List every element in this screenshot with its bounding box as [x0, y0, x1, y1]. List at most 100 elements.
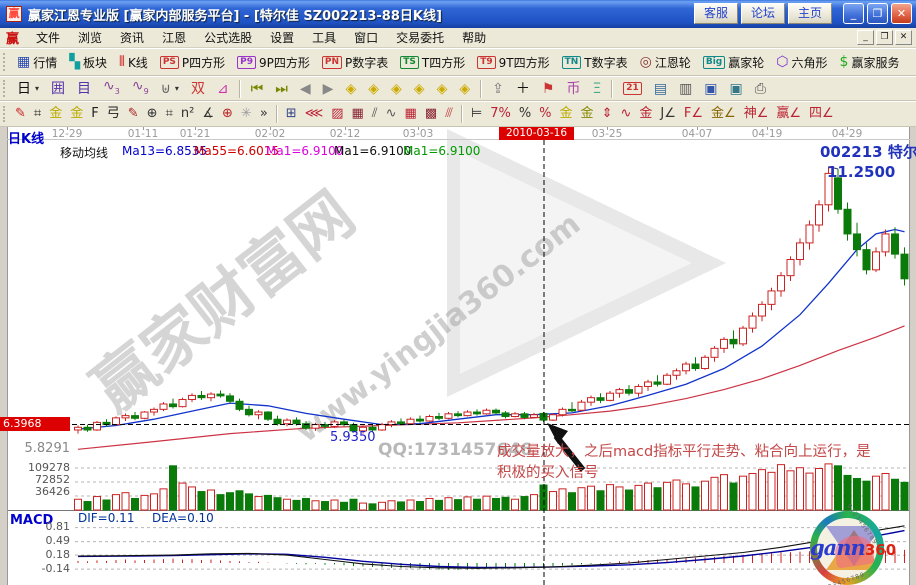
plain-ruler-button[interactable]: ⌗: [163, 104, 176, 124]
toolbar-grip[interactable]: [3, 80, 6, 97]
pan-hand-button[interactable]: ⇪: [487, 79, 509, 99]
last-bar-button[interactable]: ⏭: [270, 79, 293, 99]
dark-grid-button[interactable]: ▦: [349, 104, 367, 124]
home-button[interactable]: 主页: [788, 3, 832, 24]
prev-bar-button[interactable]: ◀: [295, 79, 316, 99]
t-table-button[interactable]: TN T数字表: [557, 52, 633, 73]
flag-mark-button[interactable]: ⚑: [537, 79, 560, 99]
expand-h-button[interactable]: ◈: [386, 79, 407, 99]
9t-square-button[interactable]: T9 9T四方形: [472, 52, 554, 73]
p-square-button[interactable]: PS P四方形: [155, 52, 230, 73]
coin-mark-button[interactable]: 币: [561, 79, 585, 99]
percent-line-button[interactable]: %: [536, 104, 554, 124]
gold-box-button[interactable]: 金: [636, 104, 655, 124]
flask-button[interactable]: ⊎ ▾: [156, 79, 184, 99]
9p-square-button[interactable]: P9 9P四方形: [232, 52, 315, 73]
hexagon-button[interactable]: ⬡ 六角形: [771, 52, 832, 73]
network-view-button[interactable]: 囲: [46, 79, 70, 99]
menu-item-2[interactable]: 浏览: [78, 31, 103, 45]
shrink-h-button[interactable]: ◈: [409, 79, 430, 99]
save-remote-button[interactable]: ▣: [725, 79, 748, 99]
title-bar[interactable]: 赢 赢家江恩专业版 [赢家内部服务平台] - [特尔佳 SZ002213-88日…: [0, 0, 916, 28]
winner-service-button[interactable]: $ 赢家服务: [835, 52, 905, 73]
menu-item-1[interactable]: 文件: [36, 31, 61, 45]
quotes-button[interactable]: ▦ 行情: [12, 52, 62, 73]
percent-button[interactable]: %: [516, 104, 534, 124]
child-restore-button[interactable]: ❐: [876, 30, 893, 45]
menu-item-5[interactable]: 公式选股: [204, 31, 253, 45]
bow-ruler-button[interactable]: 弓: [104, 104, 123, 124]
n-square-button[interactable]: n²: [178, 104, 197, 124]
gold-ruler-small-button[interactable]: 金: [46, 104, 65, 124]
menu-item-3[interactable]: 资讯: [120, 31, 145, 45]
angle-ruler-button[interactable]: ∡: [199, 104, 217, 124]
stat-chart-button[interactable]: ⊿: [212, 79, 234, 99]
sectors-button[interactable]: ▚ 板块: [64, 52, 112, 73]
kline-button[interactable]: ⫴ K线: [114, 52, 153, 73]
fan-lines-button[interactable]: ⋘: [302, 104, 327, 124]
dropdown-arrow-icon[interactable]: ▾: [174, 84, 179, 93]
column-tool-button[interactable]: ⊨: [468, 104, 485, 124]
menu-item-7[interactable]: 工具: [312, 31, 337, 45]
dropdown-arrow-icon[interactable]: ▾: [35, 84, 40, 93]
t-square-button[interactable]: TS T四方形: [395, 52, 470, 73]
child-minimize-button[interactable]: _: [857, 30, 874, 45]
gold-circle-button[interactable]: 金: [557, 104, 576, 124]
star-compass-button[interactable]: ✳: [238, 104, 255, 124]
print-button[interactable]: ⎙: [750, 79, 771, 99]
toolbar-grip[interactable]: [3, 52, 6, 72]
next-bar-button[interactable]: ▶: [318, 79, 339, 99]
calendar-button[interactable]: 21: [618, 80, 647, 97]
calculator-button[interactable]: ▤: [649, 79, 672, 99]
kline-chart-svg[interactable]: [0, 140, 916, 585]
red-compass-button[interactable]: ⊕: [219, 104, 236, 124]
updown-pen-button[interactable]: ⇕: [599, 104, 616, 124]
puzzle-button[interactable]: Ξ: [587, 79, 606, 99]
gold-lines-button[interactable]: 金: [578, 104, 597, 124]
customer-service-button[interactable]: 客服: [694, 3, 738, 24]
period-button[interactable]: 日 ▾: [12, 79, 44, 99]
four-angle-button[interactable]: 四∠: [806, 104, 837, 124]
shen-angle-button[interactable]: 神∠: [741, 104, 772, 124]
seven-pct-button[interactable]: 7%: [487, 104, 514, 124]
child-close-button[interactable]: ✕: [895, 30, 912, 45]
more-tools-button[interactable]: »: [257, 104, 271, 124]
zigzag-button[interactable]: ∿: [383, 104, 400, 124]
zoom-left-button[interactable]: ◈: [340, 79, 361, 99]
date-axis[interactable]: 12-29 01-11 01-21 02-02 02-12 03-03 03-25 04-07…: [7, 127, 910, 140]
winner-wheel-button[interactable]: Big 赢家轮: [698, 52, 769, 73]
win-angle-button[interactable]: 赢∠: [773, 104, 804, 124]
wave-tool-button[interactable]: ∿: [617, 104, 634, 124]
red-grid-button[interactable]: ▦: [402, 104, 420, 124]
draw-pen-button[interactable]: ✎: [12, 104, 29, 124]
circle-ruler-button[interactable]: ⊕: [144, 104, 161, 124]
channel-button[interactable]: ⫻: [442, 104, 456, 124]
double-k-button[interactable]: 双: [186, 79, 210, 99]
ruler-grid-button[interactable]: ⌗: [31, 104, 44, 124]
grid-box-button[interactable]: ▨: [328, 104, 346, 124]
zoom-right-button[interactable]: ◈: [363, 79, 384, 99]
menu-item-8[interactable]: 窗口: [354, 31, 379, 45]
minimize-button[interactable]: _: [843, 3, 864, 24]
gold-ruler-button[interactable]: 金: [67, 104, 86, 124]
pen-angle-button[interactable]: ✎: [125, 104, 142, 124]
box-tool-button[interactable]: ⊞: [283, 104, 300, 124]
gold-angle-button[interactable]: 金∠: [708, 104, 739, 124]
p-table-button[interactable]: PN P数字表: [317, 52, 393, 73]
maximize-button[interactable]: ❐: [867, 3, 888, 24]
menu-item-9[interactable]: 交易委托: [396, 31, 445, 45]
toolbar-grip[interactable]: [3, 105, 6, 123]
menu-item-4[interactable]: 江恩: [162, 31, 187, 45]
notes-button[interactable]: ▥: [674, 79, 697, 99]
f-ruler-button[interactable]: F: [88, 104, 101, 124]
wave9-button[interactable]: ∿9: [127, 77, 154, 100]
menu-item-10[interactable]: 帮助: [462, 31, 487, 45]
shade-grid-button[interactable]: ▩: [422, 104, 440, 124]
menu-item-6[interactable]: 设置: [270, 31, 295, 45]
j-angle-button[interactable]: J∠: [657, 104, 679, 124]
wave3-button[interactable]: ∿3: [98, 77, 125, 100]
parallel-lines-button[interactable]: ⫽: [369, 104, 381, 124]
fit-all-button[interactable]: ◈: [454, 79, 475, 99]
close-button[interactable]: ✕: [891, 3, 912, 24]
forum-button[interactable]: 论坛: [741, 3, 785, 24]
